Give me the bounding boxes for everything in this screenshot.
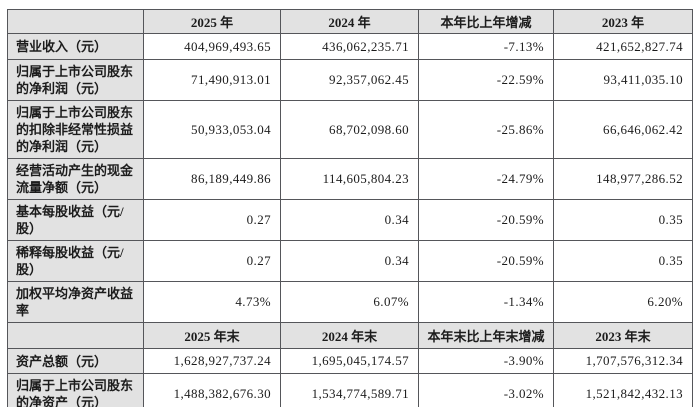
column-header-yearend-change: 本年末比上年末增减 bbox=[418, 322, 554, 349]
value-yoy-change: -20.59% bbox=[418, 199, 554, 241]
value-2024: 6.07% bbox=[280, 281, 419, 323]
table-row-net-profit: 归属于上市公司股东的净利润（元） 71,490,913.01 92,357,06… bbox=[7, 59, 693, 101]
value-2023: 66,646,062.42 bbox=[553, 100, 693, 159]
column-header-2024-end: 2024 年末 bbox=[280, 322, 419, 349]
value-yoy-change: -24.79% bbox=[418, 158, 554, 200]
value-2024-end: 1,534,774,589.71 bbox=[280, 373, 419, 407]
value-yoy-change: -7.13% bbox=[418, 33, 554, 60]
value-2025-end: 1,488,382,676.30 bbox=[143, 373, 281, 407]
value-yoy-change: -25.86% bbox=[418, 100, 554, 159]
section2-header-row: 2025 年末 2024 年末 本年末比上年末增减 2023 年末 bbox=[7, 322, 693, 349]
value-2025: 404,969,493.65 bbox=[143, 33, 281, 60]
column-header-2025: 2025 年 bbox=[143, 9, 281, 34]
column-header-2023-end: 2023 年末 bbox=[553, 322, 693, 349]
value-2025: 0.27 bbox=[143, 240, 281, 282]
value-2025-end: 1,628,927,737.24 bbox=[143, 348, 281, 374]
value-yoy-change: -1.34% bbox=[418, 281, 554, 323]
financial-summary-table: 2025 年 2024 年 本年比上年增减 2023 年 营业收入（元） 404… bbox=[7, 9, 693, 407]
row-label: 归属于上市公司股东的净资产（元） bbox=[7, 373, 144, 407]
table-row-operating-cash-flow: 经营活动产生的现金流量净额（元） 86,189,449.86 114,605,8… bbox=[7, 158, 693, 200]
table-section-year-end: 2025 年末 2024 年末 本年末比上年末增减 2023 年末 资产总额（元… bbox=[7, 322, 693, 407]
value-yoy-change: -22.59% bbox=[418, 59, 554, 101]
table-row-basic-eps: 基本每股收益（元/股） 0.27 0.34 -20.59% 0.35 bbox=[7, 199, 693, 241]
row-label: 归属于上市公司股东的扣除非经常性损益的净利润（元） bbox=[7, 100, 144, 159]
value-yearend-change: -3.90% bbox=[418, 348, 554, 374]
value-2024: 436,062,235.71 bbox=[280, 33, 419, 60]
table-row-weighted-avg-roe: 加权平均净资产收益率 4.73% 6.07% -1.34% 6.20% bbox=[7, 281, 693, 323]
corner-cell bbox=[7, 9, 144, 34]
row-label: 归属于上市公司股东的净利润（元） bbox=[7, 59, 144, 101]
column-header-yoy-change: 本年比上年增减 bbox=[418, 9, 554, 34]
value-2023: 0.35 bbox=[553, 240, 693, 282]
value-2024: 114,605,804.23 bbox=[280, 158, 419, 200]
value-2023: 93,411,035.10 bbox=[553, 59, 693, 101]
row-label: 基本每股收益（元/股） bbox=[7, 199, 144, 241]
row-label: 经营活动产生的现金流量净额（元） bbox=[7, 158, 144, 200]
value-2023-end: 1,521,842,432.13 bbox=[553, 373, 693, 407]
column-header-2025-end: 2025 年末 bbox=[143, 322, 281, 349]
value-2023: 6.20% bbox=[553, 281, 693, 323]
row-label: 资产总额（元） bbox=[7, 348, 144, 374]
value-yoy-change: -20.59% bbox=[418, 240, 554, 282]
column-header-2023: 2023 年 bbox=[553, 9, 693, 34]
value-yearend-change: -3.02% bbox=[418, 373, 554, 407]
table-row-total-assets: 资产总额（元） 1,628,927,737.24 1,695,045,174.5… bbox=[7, 348, 693, 374]
value-2024: 0.34 bbox=[280, 199, 419, 241]
value-2024: 0.34 bbox=[280, 240, 419, 282]
value-2023: 0.35 bbox=[553, 199, 693, 241]
value-2024-end: 1,695,045,174.57 bbox=[280, 348, 419, 374]
value-2023: 148,977,286.52 bbox=[553, 158, 693, 200]
row-label: 稀释每股收益（元/股） bbox=[7, 240, 144, 282]
table-row-net-assets: 归属于上市公司股东的净资产（元） 1,488,382,676.30 1,534,… bbox=[7, 373, 693, 407]
value-2024: 92,357,062.45 bbox=[280, 59, 419, 101]
value-2024: 68,702,098.60 bbox=[280, 100, 419, 159]
row-label: 营业收入（元） bbox=[7, 33, 144, 60]
row-label: 加权平均净资产收益率 bbox=[7, 281, 144, 323]
table-section-annual: 2025 年 2024 年 本年比上年增减 2023 年 营业收入（元） 404… bbox=[7, 9, 693, 323]
value-2025: 0.27 bbox=[143, 199, 281, 241]
table-row-net-profit-deducted-nonrecurring: 归属于上市公司股东的扣除非经常性损益的净利润（元） 50,933,053.04 … bbox=[7, 100, 693, 159]
table-row-revenue: 营业收入（元） 404,969,493.65 436,062,235.71 -7… bbox=[7, 33, 693, 60]
corner-cell bbox=[7, 322, 144, 349]
value-2023-end: 1,707,576,312.34 bbox=[553, 348, 693, 374]
value-2025: 86,189,449.86 bbox=[143, 158, 281, 200]
column-header-2024: 2024 年 bbox=[280, 9, 419, 34]
value-2025: 4.73% bbox=[143, 281, 281, 323]
value-2023: 421,652,827.74 bbox=[553, 33, 693, 60]
section1-header-row: 2025 年 2024 年 本年比上年增减 2023 年 bbox=[7, 9, 693, 34]
table-row-diluted-eps: 稀释每股收益（元/股） 0.27 0.34 -20.59% 0.35 bbox=[7, 240, 693, 282]
value-2025: 71,490,913.01 bbox=[143, 59, 281, 101]
value-2025: 50,933,053.04 bbox=[143, 100, 281, 159]
